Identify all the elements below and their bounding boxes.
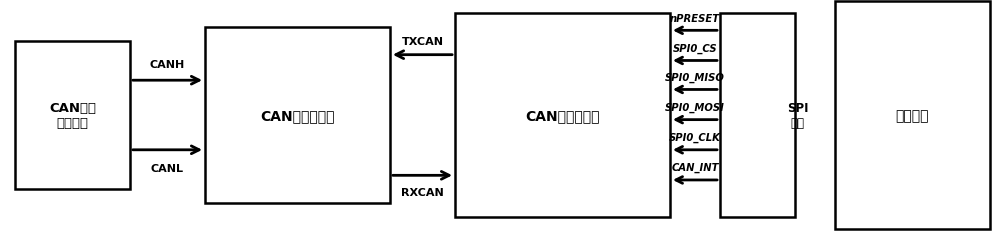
Text: TXCAN: TXCAN [402, 36, 444, 47]
Text: CAN总线控制器: CAN总线控制器 [525, 109, 600, 122]
Text: CAN总线收发器: CAN总线收发器 [260, 109, 335, 122]
Text: nPRESET: nPRESET [670, 13, 720, 24]
Text: CANL: CANL [151, 164, 184, 174]
Bar [455, 14, 670, 217]
Text: SPI
接口: SPI 接口 [787, 102, 808, 129]
Text: SPI0_CLK: SPI0_CLK [669, 132, 721, 143]
Text: SPI0_MISO: SPI0_MISO [665, 72, 725, 82]
Text: 主控制器: 主控制器 [896, 109, 929, 122]
Bar [205, 28, 390, 203]
Text: RXCAN: RXCAN [401, 187, 444, 197]
Text: SPI0_CS: SPI0_CS [673, 43, 717, 54]
Text: CANH: CANH [150, 60, 185, 70]
Text: CAN_INT: CAN_INT [671, 162, 719, 173]
Bar [720, 14, 795, 217]
Bar [835, 2, 990, 229]
Text: SPI0_MOSI: SPI0_MOSI [665, 102, 725, 112]
Bar [15, 42, 130, 189]
Text: CAN总线
物理接口: CAN总线 物理接口 [49, 102, 96, 129]
